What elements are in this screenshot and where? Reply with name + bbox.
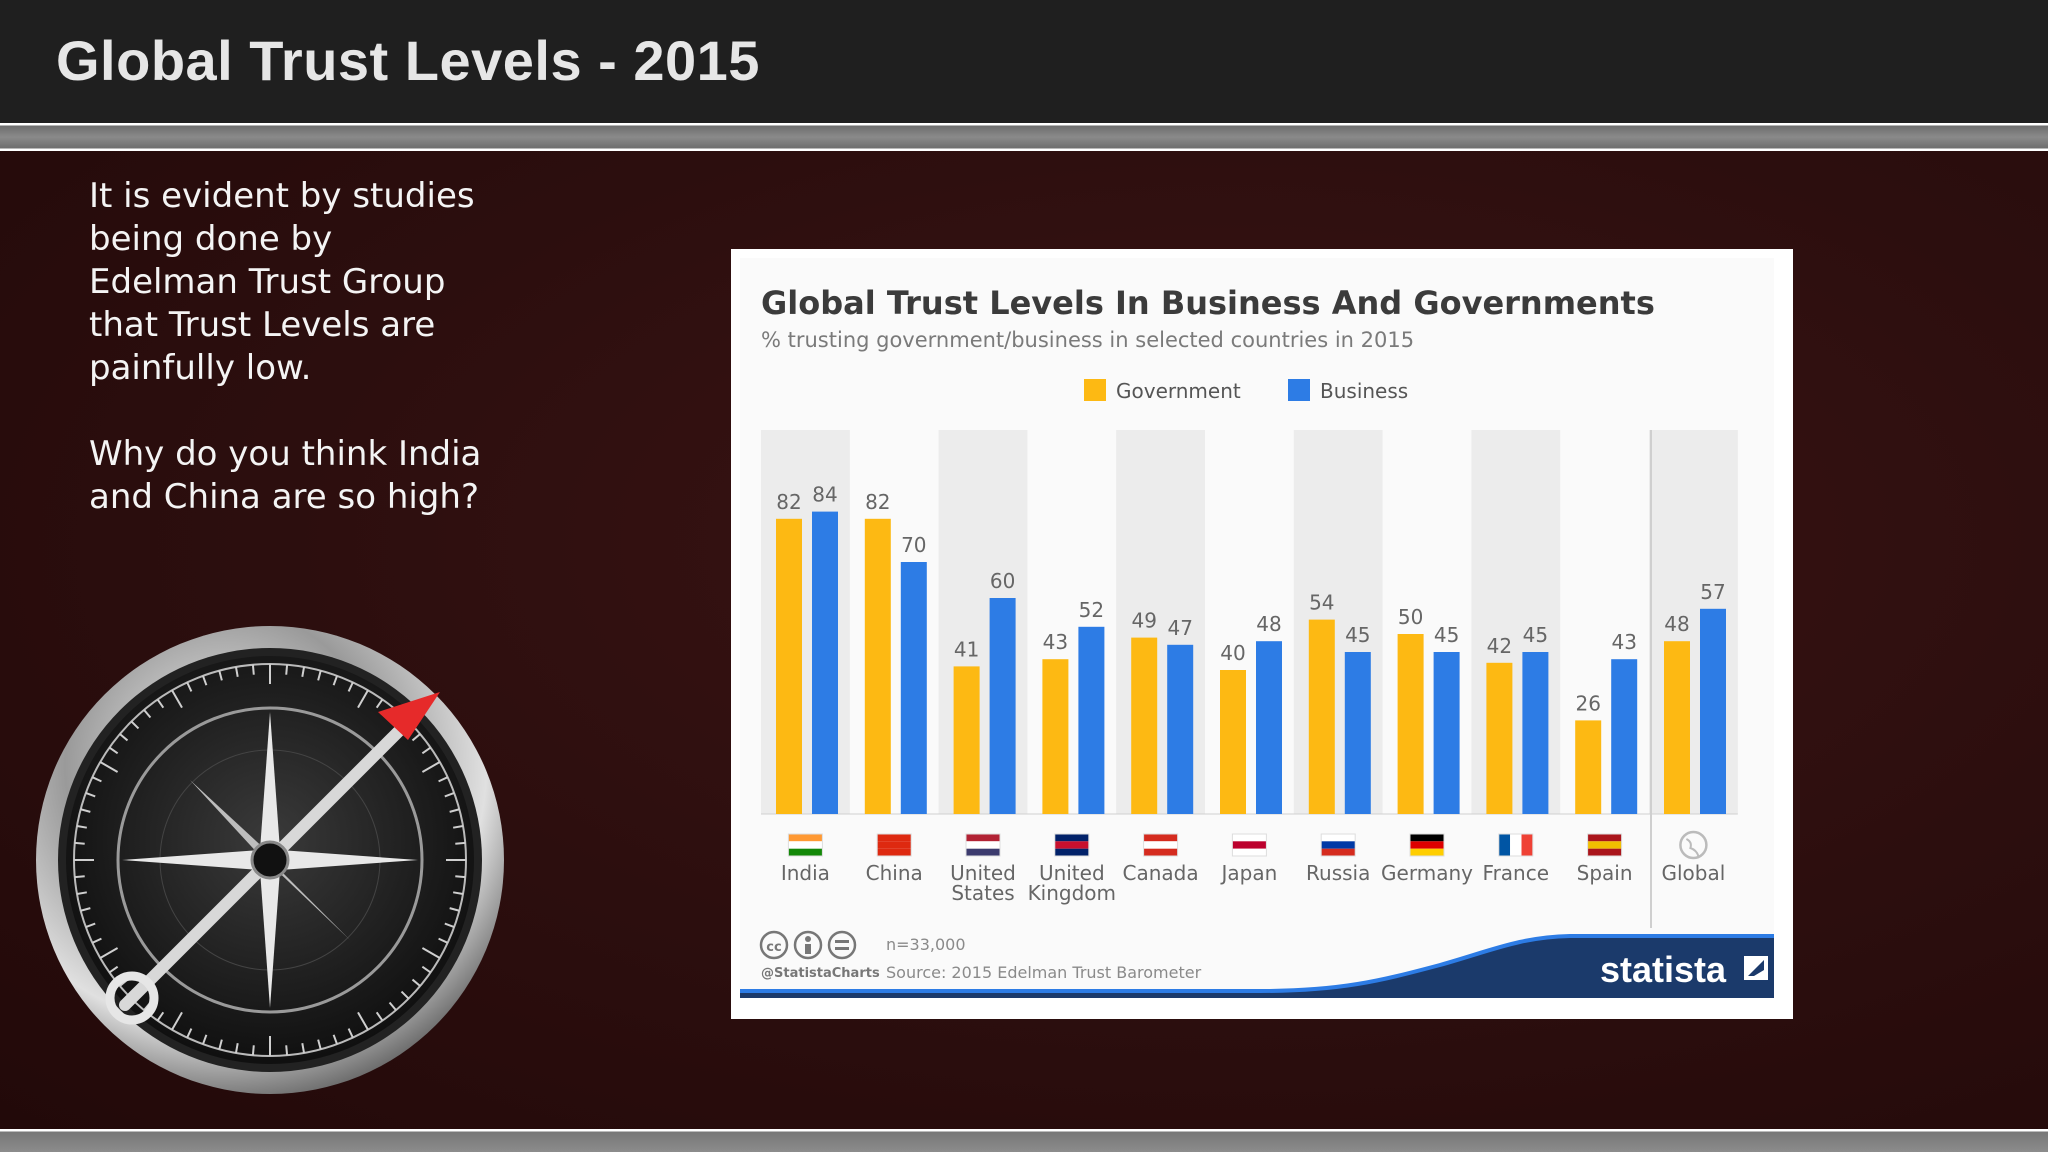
flag-icon-japan: [1231, 833, 1267, 857]
bar-business-france: [1522, 652, 1549, 814]
category-label-spain: Spain: [1577, 861, 1633, 885]
category-label-united-kingdom-line2: Kingdom: [1028, 881, 1116, 905]
flag-icon-united-states: [965, 833, 1001, 857]
svg-text:cc: cc: [766, 940, 781, 955]
data-label-business-china: 70: [901, 533, 926, 557]
data-label-business-united-states: 60: [990, 569, 1015, 593]
data-label-business-france: 45: [1523, 623, 1548, 647]
bar-business-united-kingdom: [1078, 626, 1105, 814]
globe-icon: [1679, 830, 1708, 860]
header-divider: [0, 123, 2048, 151]
data-label-business-germany: 45: [1434, 623, 1459, 647]
bar-business-china: [900, 562, 927, 814]
bar-business-russia: [1344, 652, 1371, 814]
chart-area: Global Trust Levels In Business And Gove…: [740, 258, 1774, 998]
bar-business-united-states: [989, 598, 1016, 814]
bar-business-germany: [1433, 652, 1460, 814]
data-label-business-japan: 48: [1256, 612, 1281, 636]
data-label-business-canada: 47: [1167, 616, 1192, 640]
category-label-global: Global: [1661, 861, 1725, 885]
chart-footer: cc @StatistaCharts n=33,000 Source: 2015…: [740, 930, 1774, 998]
bar-government-global: [1664, 641, 1690, 814]
bar-government-japan: [1220, 670, 1246, 814]
data-label-government-russia: 54: [1309, 591, 1334, 615]
flag-icon-spain: [1587, 833, 1623, 857]
data-label-government-india: 82: [776, 490, 801, 514]
bar-government-russia: [1308, 619, 1335, 814]
flag-icon-france: [1498, 833, 1534, 857]
data-label-government-spain: 26: [1575, 691, 1600, 715]
bar-government-germany: [1397, 634, 1424, 814]
flag-icon-china: [876, 833, 912, 857]
chart-card: Global Trust Levels In Business And Gove…: [731, 249, 1793, 1019]
bar-government-united-states: [953, 666, 980, 814]
flag-icon-india: [787, 833, 823, 857]
data-label-business-spain: 43: [1611, 630, 1636, 654]
bar-business-spain: [1611, 659, 1638, 814]
category-label-germany: Germany: [1381, 861, 1473, 885]
category-label-united-kingdom-line1: United: [1039, 861, 1105, 885]
category-label-japan: Japan: [1220, 861, 1278, 885]
bar-business-global: [1700, 608, 1726, 814]
flag-icon-united-kingdom: [1054, 833, 1090, 857]
bar-chart: Global Trust Levels In Business And Gove…: [740, 284, 1774, 998]
chart-subtitle: % trusting government/business in select…: [761, 328, 1414, 352]
legend-swatch-business: [1288, 379, 1310, 401]
bar-government-india: [776, 518, 802, 814]
category-label-russia: Russia: [1306, 861, 1370, 885]
category-label-united-states-line1: United: [950, 861, 1016, 885]
category-label-india: India: [781, 861, 830, 885]
legend-swatch-government: [1084, 379, 1106, 401]
cc-icon: [759, 930, 789, 960]
slide-header: Global Trust Levels - 2015: [0, 0, 2048, 123]
data-label-government-china: 82: [865, 490, 890, 514]
legend-label-government: Government: [1116, 379, 1241, 403]
data-label-business-india: 84: [812, 483, 837, 507]
data-label-business-united-kingdom: 52: [1079, 598, 1104, 622]
data-label-government-germany: 50: [1398, 605, 1423, 629]
body-text: It is evident by studies being done by E…: [89, 175, 489, 562]
bar-government-united-kingdom: [1042, 659, 1069, 814]
data-label-government-japan: 40: [1220, 641, 1245, 665]
statista-logo: statista: [1600, 949, 1727, 990]
data-label-government-united-kingdom: 43: [1043, 630, 1068, 654]
footer-divider: [0, 1129, 2048, 1152]
license-icons: cc: [759, 930, 857, 960]
data-label-business-global: 57: [1700, 580, 1725, 604]
bar-business-canada: [1167, 644, 1194, 814]
chart-source: Source: 2015 Edelman Trust Barometer: [886, 963, 1202, 982]
category-label-united-states-line2: States: [951, 881, 1014, 905]
bar-business-india: [812, 511, 838, 814]
paragraph-trust-low: It is evident by studies being done by E…: [89, 176, 475, 388]
data-label-government-global: 48: [1664, 612, 1689, 636]
no-derivatives-icon: [827, 930, 857, 960]
data-label-government-canada: 49: [1131, 609, 1156, 633]
bar-government-canada: [1131, 637, 1158, 814]
data-label-business-russia: 45: [1345, 623, 1370, 647]
compass-image: [36, 626, 504, 1094]
slide-title: Global Trust Levels - 2015: [56, 29, 760, 92]
flag-icon-germany: [1409, 833, 1445, 857]
category-label-canada: Canada: [1123, 861, 1199, 885]
legend-label-business: Business: [1320, 379, 1408, 403]
chart-title: Global Trust Levels In Business And Gove…: [761, 284, 1655, 322]
category-label-china: China: [866, 861, 923, 885]
bar-government-china: [864, 518, 891, 814]
statista-handle: @StatistaCharts: [761, 966, 880, 981]
bar-government-spain: [1575, 720, 1602, 814]
flag-icon-russia: [1320, 833, 1356, 857]
data-label-government-united-states: 41: [954, 637, 979, 661]
attribution-icon: [793, 930, 823, 960]
bar-government-france: [1486, 662, 1513, 814]
legend: Government Business: [1084, 379, 1408, 403]
brand-banner: [740, 937, 1774, 998]
data-label-government-france: 42: [1487, 634, 1512, 658]
bar-business-japan: [1256, 641, 1282, 814]
category-label-france: France: [1483, 861, 1550, 885]
plot-area: 82 84India8270China4160UnitedStates4352Un…: [761, 430, 1738, 928]
paragraph-question: Why do you think India and China are so …: [89, 434, 482, 517]
flag-icon-canada: [1143, 833, 1179, 857]
sample-size: n=33,000: [886, 935, 966, 954]
